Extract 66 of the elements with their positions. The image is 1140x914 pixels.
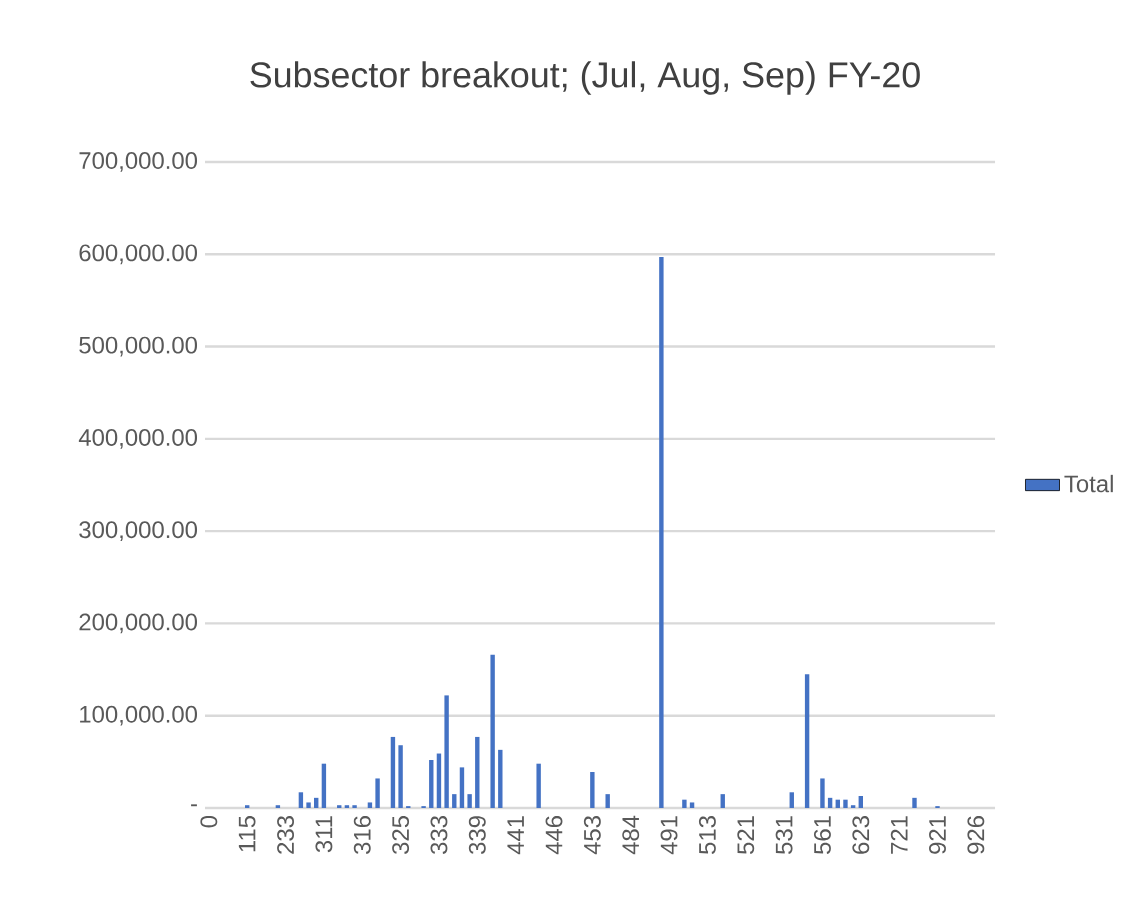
bar — [321, 763, 327, 808]
x-tick-label: 721 — [890, 816, 908, 854]
bar — [720, 794, 725, 808]
bar — [820, 778, 825, 808]
x-tick-label: 926 — [967, 816, 985, 854]
x-tick-label: 233 — [277, 816, 294, 854]
y-tick-label: 400,000.00 — [78, 428, 198, 449]
bar — [689, 802, 695, 808]
bar — [682, 799, 687, 808]
x-tick-label: 115 — [238, 816, 256, 852]
y-tick-label: 300,000.00 — [79, 521, 198, 542]
bar — [789, 792, 794, 808]
x-tick-label: 513 — [698, 816, 716, 854]
bar — [536, 763, 541, 808]
bar — [344, 805, 350, 808]
bar — [858, 795, 863, 808]
bar — [398, 745, 403, 808]
x-tick-label: 921 — [929, 816, 946, 854]
bar — [590, 772, 595, 808]
bar — [352, 805, 357, 808]
bar — [452, 794, 457, 808]
y-tick-label: 600,000.00 — [79, 244, 198, 265]
y-tick-label: - — [191, 804, 197, 807]
bar — [490, 654, 495, 808]
x-tick-label: 339 — [468, 816, 486, 855]
bar — [275, 805, 281, 808]
bar — [498, 749, 503, 808]
x-tick-label: 0 — [200, 815, 218, 828]
x-tick-label: 561 — [813, 816, 831, 854]
x-tick-label: 441 — [507, 816, 524, 855]
legend-label: Total — [1064, 474, 1113, 493]
bar — [436, 753, 442, 808]
bar — [298, 792, 304, 808]
x-tick-label: 531 — [775, 816, 793, 854]
bar — [337, 805, 342, 808]
y-tick-label: 500,000.00 — [79, 336, 198, 357]
bar — [367, 802, 373, 808]
bar — [850, 805, 856, 808]
x-tick-label: 484 — [622, 815, 640, 855]
x-tick-label: 311 — [315, 816, 333, 853]
bar — [459, 767, 465, 808]
x-tick-label: 491 — [660, 816, 678, 855]
bar — [843, 799, 848, 808]
bar — [804, 674, 810, 808]
bar — [390, 736, 396, 808]
x-tick-label: 316 — [353, 816, 371, 855]
bar — [306, 802, 311, 808]
bar — [429, 760, 434, 808]
x-tick-label: 333 — [430, 816, 448, 855]
y-tick-label: 100,000.00 — [80, 705, 198, 726]
x-tick-label: 623 — [852, 816, 870, 854]
x-tick-label: 446 — [545, 816, 563, 855]
y-tick-label: 700,000.00 — [79, 152, 198, 172]
chart-title: Subsector breakout; (Jul, Aug, Sep) FY-20 — [250, 61, 920, 95]
bar — [475, 736, 480, 808]
bar — [244, 805, 250, 808]
x-tick-label: 453 — [583, 816, 601, 855]
bar — [659, 257, 664, 808]
x-tick-label: 325 — [392, 816, 410, 855]
bar — [375, 778, 380, 808]
bar — [467, 794, 472, 808]
y-tick-label: 200,000.00 — [79, 613, 198, 634]
bar — [605, 794, 610, 808]
x-tick-label: 521 — [737, 816, 755, 854]
bar — [912, 797, 917, 808]
bar — [444, 695, 449, 808]
